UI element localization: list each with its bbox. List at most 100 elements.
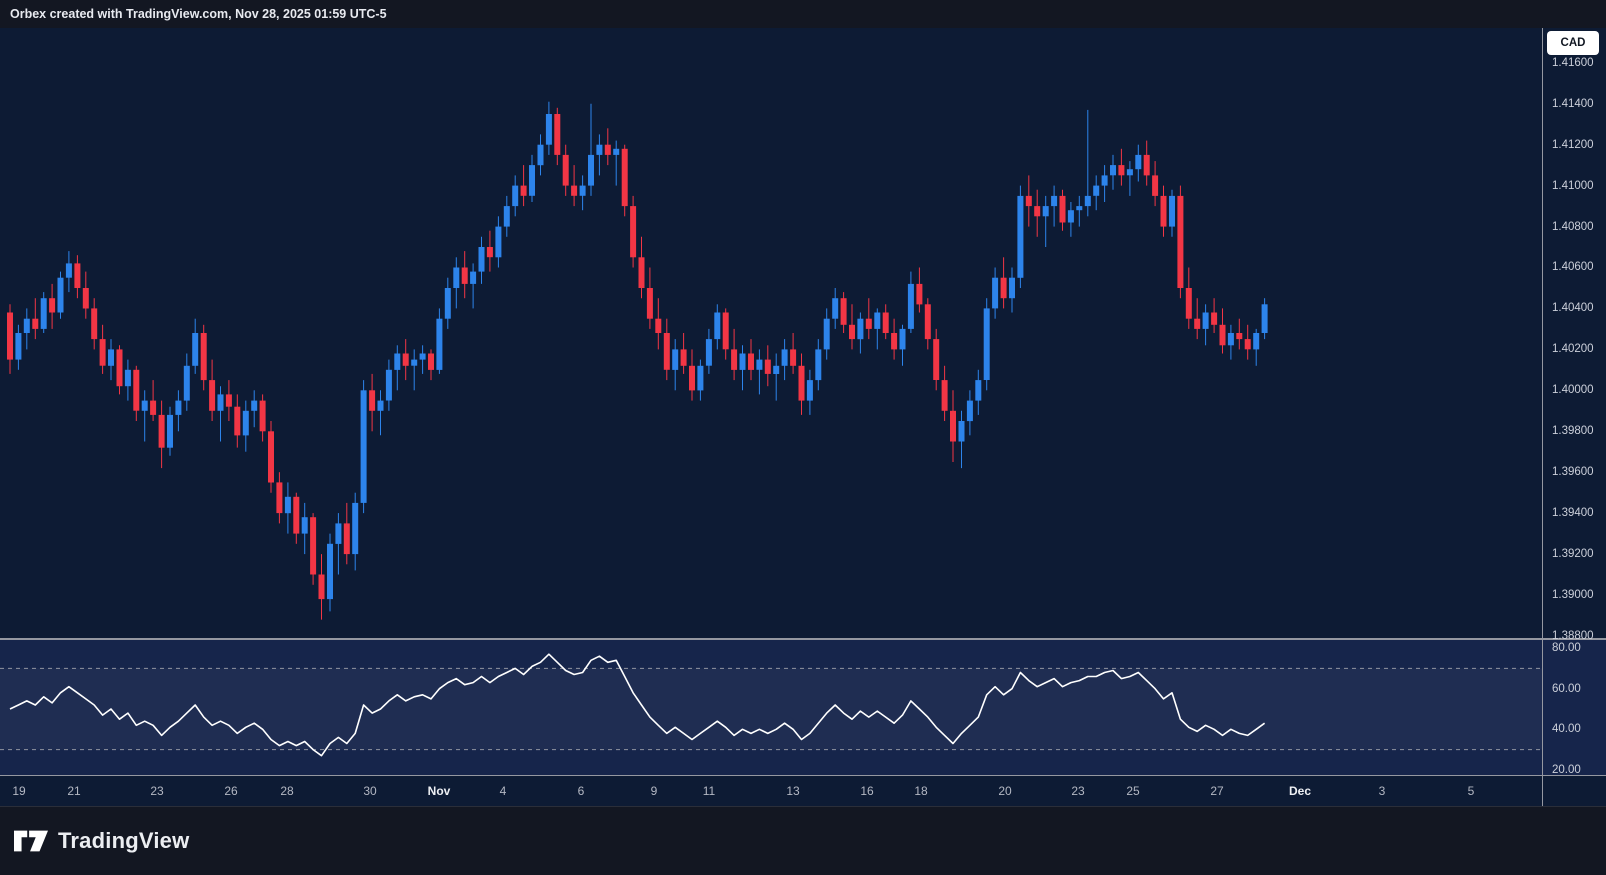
candle[interactable] [958, 410, 965, 469]
candle[interactable] [579, 175, 586, 211]
candle[interactable] [1042, 195, 1049, 247]
candle[interactable] [453, 257, 460, 309]
candle[interactable] [167, 406, 173, 456]
candle[interactable] [748, 339, 754, 381]
candle[interactable] [714, 304, 721, 350]
candle[interactable] [234, 394, 241, 448]
candle[interactable] [840, 292, 847, 333]
candle[interactable] [470, 263, 477, 309]
candle[interactable] [209, 359, 216, 421]
candle[interactable] [377, 390, 384, 436]
candle[interactable] [655, 298, 662, 350]
candle[interactable] [1017, 185, 1024, 288]
candle[interactable] [444, 277, 451, 329]
candle[interactable] [731, 328, 738, 381]
candle[interactable] [806, 369, 813, 415]
candle[interactable] [503, 195, 510, 237]
candle[interactable] [756, 349, 763, 395]
candle[interactable] [891, 318, 898, 360]
candle[interactable] [141, 390, 148, 442]
candle[interactable] [461, 251, 468, 299]
candle[interactable] [217, 386, 224, 442]
candle[interactable] [545, 101, 552, 155]
candle[interactable] [983, 298, 990, 391]
candle[interactable] [1169, 189, 1175, 237]
price-axis[interactable]: 1.41600 1.41400 1.41200 1.41000 1.40800 1.406… [1546, 28, 1606, 642]
candle[interactable] [975, 369, 982, 415]
candle[interactable] [74, 255, 81, 299]
candle[interactable] [369, 373, 376, 432]
candle[interactable] [200, 324, 207, 391]
candle[interactable] [385, 359, 392, 411]
candle[interactable] [1143, 140, 1150, 186]
candle[interactable] [554, 107, 561, 166]
candle[interactable] [1219, 308, 1226, 354]
candle[interactable] [1211, 298, 1218, 333]
candle[interactable] [1227, 324, 1234, 360]
candle[interactable] [613, 140, 620, 186]
candle[interactable] [596, 134, 603, 176]
rsi-indicator-chart[interactable] [0, 640, 1542, 775]
candle[interactable] [108, 339, 114, 381]
candle[interactable] [520, 165, 527, 207]
candle[interactable] [790, 333, 797, 374]
candle[interactable] [318, 554, 325, 620]
candle[interactable] [849, 304, 855, 350]
candle[interactable] [40, 292, 47, 333]
candle[interactable] [1118, 148, 1125, 186]
candle[interactable] [343, 502, 350, 565]
candle[interactable] [133, 365, 140, 421]
candle[interactable] [1194, 298, 1201, 340]
candle[interactable] [764, 345, 771, 387]
candle[interactable] [815, 339, 822, 391]
candle[interactable] [1076, 195, 1083, 227]
candle[interactable] [124, 359, 131, 401]
candle[interactable] [1093, 175, 1100, 211]
candle[interactable] [327, 533, 333, 612]
candle[interactable] [1110, 154, 1116, 190]
candle[interactable] [1244, 324, 1251, 360]
candle[interactable] [49, 283, 56, 329]
candle[interactable] [832, 288, 839, 329]
candle[interactable] [1152, 161, 1159, 207]
candle[interactable] [882, 304, 889, 340]
candle[interactable] [251, 390, 258, 428]
candle[interactable] [486, 230, 493, 272]
candle[interactable] [436, 308, 443, 374]
candle[interactable] [15, 324, 22, 370]
candle[interactable] [183, 353, 190, 411]
candle[interactable] [1126, 161, 1133, 196]
candle[interactable] [335, 513, 342, 575]
candle[interactable] [950, 390, 956, 462]
candle[interactable] [293, 492, 300, 544]
candle[interactable] [537, 134, 544, 176]
candlestick-chart[interactable] [0, 28, 1542, 638]
rsi-axis[interactable]: 80.00 60.00 40.00 20.00 [1546, 640, 1606, 776]
candle[interactable] [697, 359, 704, 401]
candle[interactable] [116, 345, 123, 395]
candle[interactable] [529, 154, 535, 202]
candle[interactable] [1202, 304, 1209, 346]
candle[interactable] [301, 502, 308, 555]
candle[interactable] [91, 298, 98, 350]
candle[interactable] [630, 195, 637, 268]
candle[interactable] [7, 304, 13, 374]
candle[interactable] [175, 390, 182, 432]
candle[interactable] [268, 421, 274, 493]
candle[interactable] [1034, 189, 1041, 237]
candle[interactable] [1236, 318, 1243, 350]
candle[interactable] [705, 328, 712, 374]
candle[interactable] [23, 308, 30, 350]
candle[interactable] [82, 271, 89, 319]
candle[interactable] [158, 400, 165, 469]
candle[interactable] [646, 267, 653, 329]
tradingview-wordmark[interactable]: TradingView [58, 828, 190, 853]
candle[interactable] [242, 400, 249, 452]
candle[interactable] [1185, 267, 1192, 329]
candle[interactable] [992, 267, 999, 319]
candle[interactable] [402, 339, 409, 381]
candle[interactable] [1009, 267, 1015, 313]
candle[interactable] [32, 298, 39, 340]
candle[interactable] [1101, 165, 1108, 202]
candle[interactable] [924, 298, 931, 350]
